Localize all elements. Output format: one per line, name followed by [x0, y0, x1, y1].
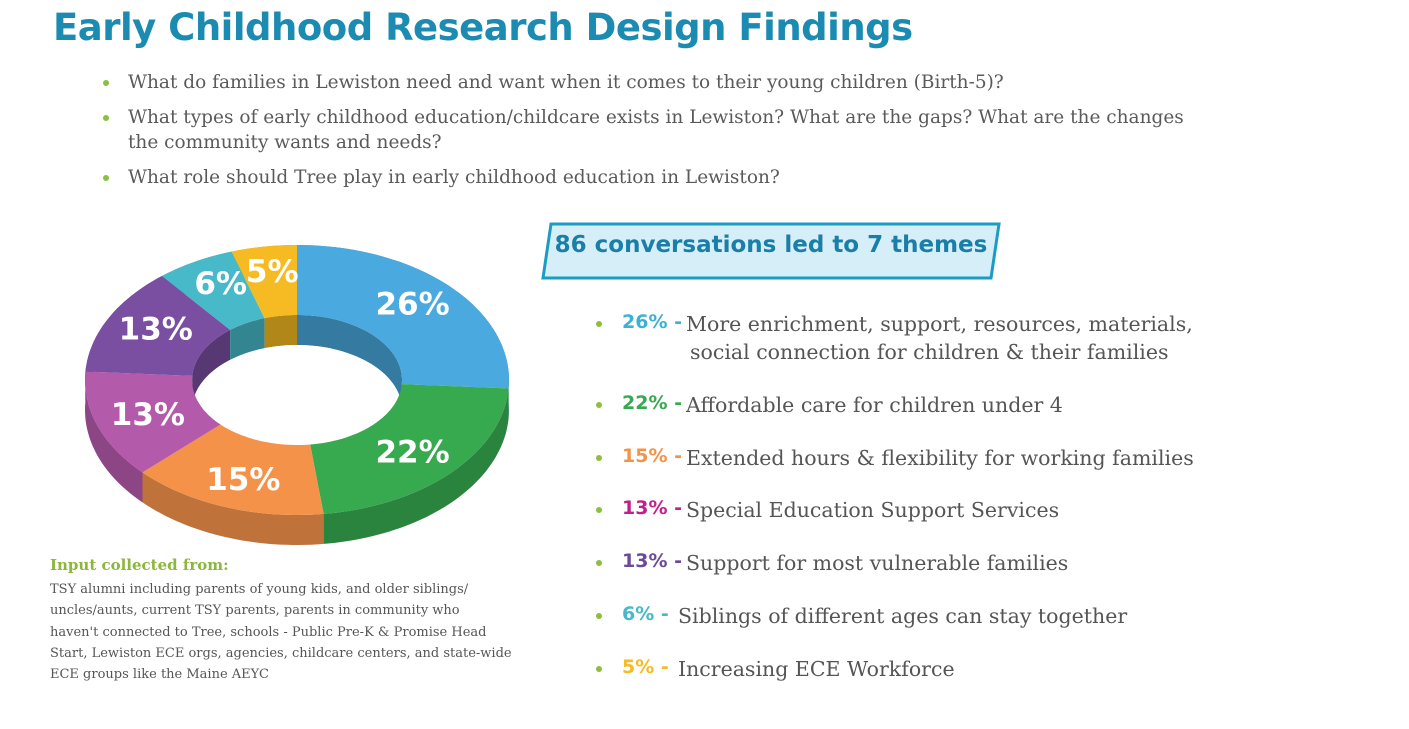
slice-side [142, 472, 324, 545]
bullet [596, 321, 602, 327]
input-heading: Input collected from: [50, 556, 229, 574]
slice [85, 276, 231, 376]
slice [310, 384, 509, 514]
slice-side [323, 388, 509, 544]
bullet [596, 613, 602, 619]
slice-label: 13% [119, 311, 193, 347]
input-text: Start, Lewiston ECE orgs, agencies, chil… [50, 645, 512, 661]
slice [231, 245, 297, 319]
slice [161, 251, 265, 330]
theme-label: 15% - [622, 445, 682, 467]
slice-side [85, 371, 143, 503]
slice [297, 245, 509, 389]
bullet [596, 666, 602, 672]
slice-label: 6% [194, 266, 247, 302]
theme-text: Extended hours & flexibility for working… [686, 446, 1194, 470]
input-text: uncles/aunts, current TSY parents, paren… [50, 603, 460, 619]
question-text: What do families in Lewiston need and wa… [128, 72, 1004, 93]
theme-label: 26% - [622, 311, 682, 333]
bullet [103, 115, 109, 121]
theme-label: 6% - [622, 603, 669, 625]
slice-label: 5% [246, 254, 299, 290]
slice-label: 26% [375, 287, 449, 323]
theme-text: More enrichment, support, resources, mat… [686, 312, 1193, 336]
input-text: haven't connected to Tree, schools - Pub… [50, 624, 487, 640]
bullet [596, 560, 602, 566]
theme-text: Affordable care for children under 4 [686, 393, 1063, 417]
question-text: What role should Tree play in early chil… [128, 167, 780, 188]
theme-label: 5% - [622, 656, 669, 678]
theme-label: 13% - [622, 497, 682, 519]
question-text: What types of early childhood education/… [128, 107, 1184, 128]
theme-label: 22% - [622, 392, 682, 414]
slice-inner-side [264, 315, 297, 349]
bullet [103, 175, 109, 181]
slice-label: 22% [375, 434, 449, 470]
theme-text: Support for most vulnerable families [686, 551, 1069, 575]
theme-label: 13% - [622, 550, 682, 572]
banner-text: 86 conversations led to 7 themes [554, 232, 988, 258]
question-text: the community wants and needs? [128, 132, 442, 153]
donut-chart: 26%22%15%13%13%6%5% [85, 245, 509, 545]
bullet [596, 402, 602, 408]
banner-box [541, 222, 1001, 280]
title: Early Childhood Research Design Findings [53, 6, 913, 49]
slice-label: 15% [206, 462, 280, 498]
input-text: TSY alumni including parents of young ki… [50, 582, 469, 597]
theme-text: social connection for children & their f… [690, 340, 1169, 364]
slice-inner-side [297, 315, 402, 415]
bullet [596, 455, 602, 461]
theme-text: Siblings of different ages can stay toge… [678, 604, 1128, 628]
slice-inner-side [192, 329, 231, 406]
input-text: ECE groups like the Maine AEYC [50, 667, 269, 683]
slice-inner-side [230, 318, 265, 360]
slice-label: 13% [111, 397, 185, 433]
slice [85, 371, 221, 473]
slice [142, 424, 324, 515]
theme-text: Increasing ECE Workforce [678, 657, 955, 681]
theme-text: Special Education Support Services [686, 498, 1060, 522]
bullet [103, 80, 109, 86]
bullet [596, 507, 602, 513]
